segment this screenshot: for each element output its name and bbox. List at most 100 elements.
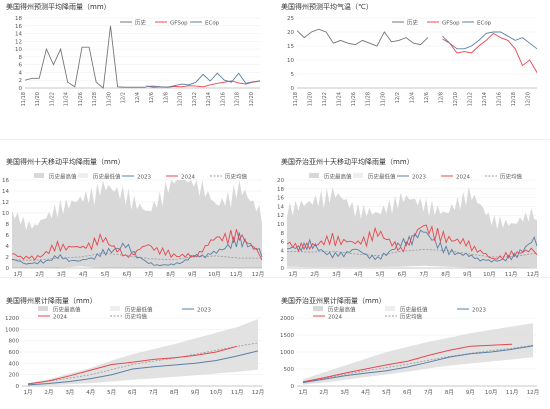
x-tick-label: 1月 — [24, 389, 33, 396]
legend-label: 2024 — [328, 315, 342, 321]
x-tick-label: 12/12 — [192, 92, 198, 106]
series-line-0 — [296, 28, 429, 47]
history-mean-line — [27, 342, 259, 385]
y-tick-label: 4 — [19, 70, 23, 76]
x-tick-label: 1月 — [289, 271, 298, 277]
x-tick-label: 5月 — [107, 389, 116, 396]
x-tick-label: 6月 — [398, 271, 407, 277]
y-tick-label: 800 — [9, 339, 20, 345]
y-tick-label: 8 — [6, 222, 10, 228]
chart-svg: 0 2 4 6 8 10 12 14 16 1月 2月 3月 4月 5月 6月 7月 8月 9月 10月 11月 12月… — [2, 173, 265, 278]
y-tick-label: 4 — [6, 244, 10, 250]
y-tick-label: 0 — [6, 266, 10, 272]
history-mean-line — [302, 344, 534, 383]
x-tick-label: 5月 — [376, 271, 385, 277]
legend-swatch — [78, 173, 88, 178]
chart-title: 美国乔治亚州十天移动平均降雨量（mm） — [281, 158, 414, 166]
legend-swatch — [309, 173, 319, 178]
y-tick-label: 6 — [19, 63, 23, 69]
chart-svg: 0 5 10 15 20 25 11/18 11/20 11/22 11/24 11/26 11/28… — [287, 16, 538, 106]
y-tick-label: 0 — [291, 384, 295, 390]
legend-swatch — [110, 306, 120, 311]
x-tick-label: 7月 — [144, 271, 153, 277]
legend-label: 历史均值 — [225, 173, 248, 181]
x-tick-label: 12月 — [527, 271, 540, 277]
x-tick-label: 12/4 — [135, 92, 141, 103]
y-tick-label: 6 — [281, 240, 285, 246]
series-line-2024 — [27, 345, 238, 385]
x-tick-label: 3月 — [65, 389, 74, 396]
chart-panel-georgia-cumulative-rain: 美国乔治亚州累计降雨量（mm） 0 500 1000 1500 2000 1月 2月 3月 4月… — [275, 278, 550, 409]
x-tick-label: 11/30 — [380, 92, 386, 106]
x-tick-label: 11/28 — [92, 92, 98, 106]
x-tick-label: 12/20 — [249, 92, 255, 106]
y-tick-label: 15 — [287, 44, 294, 50]
x-tick-label: 9月 — [463, 271, 472, 277]
series-line-2024 — [302, 343, 513, 383]
legend-label: GFSop — [170, 21, 188, 27]
x-tick-label: 11月 — [231, 389, 244, 396]
chart-svg: 0 500 1000 1500 2000 1月 2月 3月 4月 5月 6月 7月 8月 9月 10月 11月… — [280, 306, 540, 397]
x-tick-label: 12/18 — [235, 92, 241, 106]
x-tick-label: 12/8 — [438, 92, 444, 103]
y-tick-label: 1000 — [5, 327, 19, 333]
x-tick-label: 11/18 — [21, 92, 27, 106]
x-tick-label: 12/18 — [511, 92, 517, 106]
series-line-0 — [24, 25, 147, 89]
x-tick-label: 12/2 — [121, 92, 127, 103]
y-tick-label: 10 — [15, 47, 22, 53]
y-tick-label: 16 — [2, 178, 9, 184]
series-line-2023 — [302, 345, 534, 384]
y-tick-label: 25 — [287, 16, 294, 22]
x-tick-label: 1月 — [299, 389, 308, 396]
chart-title: 美国得州累计降雨量（mm） — [6, 297, 97, 305]
series-line-2024 — [11, 229, 263, 261]
chart-panel-texas-10day-rain: 美国得州十天移动平均降雨量（mm） 0 2 4 6 8 10 12 14 16 1月 2月 3月 4月 5… — [0, 140, 275, 277]
x-tick-label: 11/24 — [64, 92, 70, 106]
y-tick-label: 200 — [9, 373, 20, 379]
legend-label: 历史最低值 — [368, 173, 396, 181]
legend-label: 2023 — [197, 308, 211, 314]
chart-title: 美国乔治亚州累计降雨量（mm） — [281, 297, 386, 305]
y-tick-label: 14 — [2, 189, 9, 195]
y-tick-label: 5 — [291, 72, 295, 78]
y-tick-label: 16 — [15, 24, 22, 30]
x-tick-label: 11月 — [230, 271, 243, 277]
y-tick-label: 2 — [6, 255, 10, 261]
legend-label: 历史最高值 — [49, 173, 77, 181]
y-tick-label: 18 — [15, 16, 22, 22]
x-tick-label: 8月 — [441, 271, 450, 277]
legend-label: 2023 — [412, 175, 426, 181]
x-tick-label: 11月 — [506, 389, 519, 396]
chart-title: 美国得州预测平均气温（℃） — [281, 3, 373, 11]
x-tick-label: 12/4 — [409, 92, 415, 103]
y-tick-label: 0 — [16, 384, 20, 390]
series-line-2024 — [286, 224, 538, 260]
y-tick-label: 0 — [19, 86, 23, 92]
legend-label: 历史均值 — [400, 313, 423, 321]
x-tick-label: 12月 — [527, 389, 540, 396]
y-tick-label: 20 — [287, 30, 294, 36]
x-tick-label: 12月 — [252, 271, 265, 277]
legend-swatch — [313, 306, 323, 311]
x-tick-label: 4月 — [354, 271, 363, 277]
x-tick-label: 5月 — [382, 389, 391, 396]
legend-label: 历史最高值 — [328, 306, 356, 314]
x-tick-label: 12/16 — [220, 92, 226, 106]
y-tick-label: 16 — [277, 196, 284, 202]
series-line-2 — [146, 72, 261, 88]
y-tick-label: 8 — [19, 55, 23, 61]
y-tick-label: 500 — [284, 367, 295, 373]
y-tick-label: 12 — [15, 39, 22, 45]
x-tick-label: 2月 — [44, 389, 53, 396]
x-tick-label: 10月 — [210, 389, 223, 396]
x-tick-label: 3月 — [332, 271, 341, 277]
x-tick-label: 11月 — [505, 271, 518, 277]
x-tick-label: 10月 — [483, 271, 496, 277]
x-tick-label: 9月 — [188, 271, 197, 277]
x-tick-label: 12/12 — [468, 92, 474, 106]
x-tick-label: 11/26 — [351, 92, 357, 106]
legend-label: 历史最低值 — [125, 306, 153, 314]
x-tick-label: 12/8 — [163, 92, 169, 103]
